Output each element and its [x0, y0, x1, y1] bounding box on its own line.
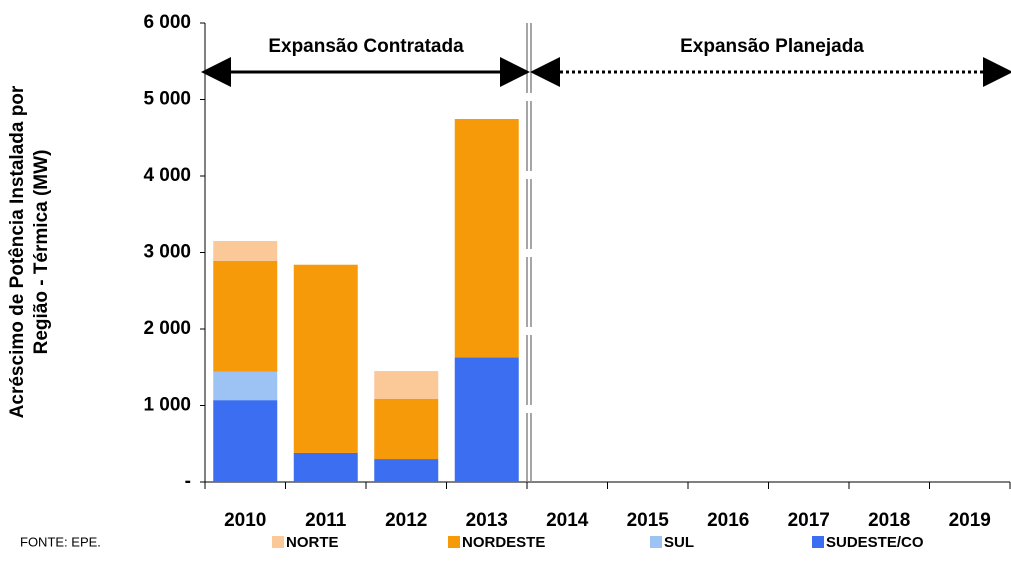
- annotation: Expansão Planejada: [680, 36, 864, 57]
- source: FONTE: EPE.: [20, 534, 101, 549]
- bar-segment: [213, 241, 278, 261]
- legend-swatch: [812, 536, 824, 548]
- y-axis-title: Acréscimo de Potência Instalada por Regi…: [7, 85, 52, 418]
- bar-segment: [374, 398, 439, 460]
- x-tick-label: 2016: [707, 510, 749, 531]
- y-tick-label: 5 000: [143, 89, 191, 110]
- y-axis-title-line: Acréscimo de Potência Instalada por: [7, 85, 28, 418]
- y-axis-title-line: Região - Térmica (MW): [31, 150, 52, 355]
- legend-label: NORDESTE: [462, 534, 545, 551]
- bar-segment: [213, 260, 278, 372]
- x-tick-label: 2019: [949, 510, 991, 531]
- y-tick-label: 6 000: [143, 12, 191, 33]
- x-tick-label: 2010: [224, 510, 266, 531]
- legend-swatch: [448, 536, 460, 548]
- y-tick-label: 3 000: [143, 242, 191, 263]
- bar-segment: [374, 459, 439, 482]
- x-tick-label: 2017: [788, 510, 830, 531]
- bar-segment: [374, 371, 439, 399]
- x-tick-label: 2011: [305, 510, 347, 531]
- y-tick-label: 2 000: [143, 318, 191, 339]
- legend-swatch: [272, 536, 284, 548]
- bar-segment: [454, 357, 519, 482]
- x-tick-label: 2012: [385, 510, 427, 531]
- legend-label: SUDESTE/CO: [826, 534, 924, 551]
- bar-segment: [454, 119, 519, 358]
- legend-label: NORTE: [286, 534, 339, 551]
- legend-swatch: [650, 536, 662, 548]
- bar-segment: [293, 264, 358, 453]
- legend-label: SUL: [664, 534, 694, 551]
- annotation: Expansão Contratada: [268, 36, 464, 57]
- bar-segment: [293, 452, 358, 482]
- bar-segment: [213, 400, 278, 482]
- x-tick-label: 2013: [466, 510, 508, 531]
- x-tick-label: 2014: [546, 510, 589, 531]
- y-tick-label: -: [185, 471, 191, 492]
- x-tick-label: 2018: [868, 510, 910, 531]
- x-tick-label: 2015: [627, 510, 670, 531]
- bar-segment: [213, 371, 278, 401]
- y-tick-label: 1 000: [143, 395, 191, 416]
- y-tick-label: 4 000: [143, 165, 191, 186]
